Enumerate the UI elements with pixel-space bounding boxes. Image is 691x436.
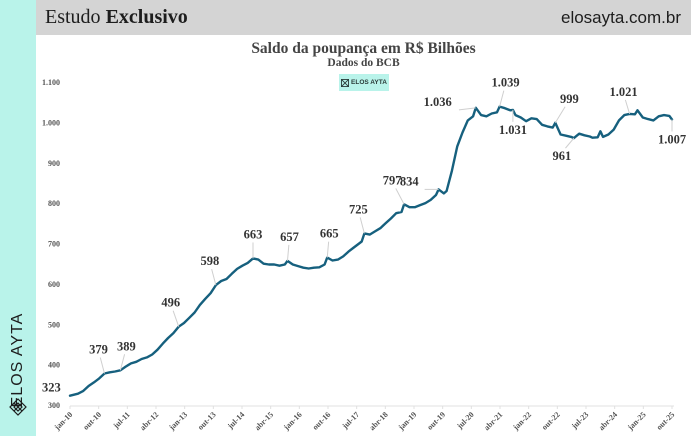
y-tick-label: 600 bbox=[48, 280, 60, 289]
data-label: 379 bbox=[89, 343, 108, 357]
brand-badge: ELOS AYTA bbox=[339, 74, 389, 91]
annotation-leader bbox=[624, 99, 631, 115]
data-label: 496 bbox=[161, 296, 180, 310]
annotation-leader bbox=[359, 217, 365, 234]
badge-label: ELOS AYTA bbox=[351, 79, 387, 86]
data-label: 598 bbox=[200, 254, 219, 268]
annotation-leader bbox=[499, 90, 505, 107]
x-tick-label: out-22 bbox=[540, 410, 562, 432]
data-label: 665 bbox=[320, 227, 339, 241]
brand-logo-icon bbox=[9, 398, 27, 416]
data-label: 797 bbox=[383, 173, 402, 187]
y-tick-label: 500 bbox=[48, 320, 60, 329]
data-label: 389 bbox=[117, 339, 136, 353]
data-label: 323 bbox=[42, 381, 61, 395]
y-tick-label: 900 bbox=[48, 159, 60, 168]
annotation-leader bbox=[395, 188, 405, 205]
data-label: 657 bbox=[280, 230, 299, 244]
data-label: 834 bbox=[400, 174, 420, 188]
x-tick-label: out-25 bbox=[655, 410, 677, 432]
annotation-leader bbox=[326, 241, 330, 258]
data-label: 663 bbox=[244, 227, 263, 241]
data-label: 1.007 bbox=[658, 133, 686, 147]
annotation-leader bbox=[119, 354, 126, 371]
data-label: 1.021 bbox=[610, 85, 638, 99]
x-tick-label: out-13 bbox=[196, 410, 218, 432]
data-label: 1.031 bbox=[499, 123, 527, 137]
x-tick-label: jan-10 bbox=[52, 410, 74, 432]
x-tick-label: jul-14 bbox=[225, 410, 246, 431]
x-tick-label: abr-24 bbox=[597, 410, 619, 432]
x-tick-label: jan-16 bbox=[281, 410, 303, 432]
x-tick-label: jul-20 bbox=[455, 410, 476, 431]
x-tick-label: jan-13 bbox=[167, 410, 189, 432]
x-tick-label: out-19 bbox=[425, 410, 447, 432]
site-link[interactable]: elosayta.com.br bbox=[561, 8, 681, 27]
y-tick-label: 1.100 bbox=[42, 78, 60, 87]
x-tick-label: jul-17 bbox=[340, 410, 361, 431]
data-label: 961 bbox=[553, 149, 572, 163]
x-tick-label: abr-21 bbox=[482, 410, 504, 432]
x-tick-label: jul-11 bbox=[111, 410, 132, 431]
x-tick-label: abr-18 bbox=[368, 410, 390, 432]
annotation-leader bbox=[554, 106, 566, 124]
title-bold: Exclusivo bbox=[105, 6, 188, 28]
x-tick-label: abr-15 bbox=[253, 410, 275, 432]
y-tick-label: 700 bbox=[48, 240, 60, 249]
x-tick-label: jul-23 bbox=[569, 410, 590, 431]
header-bar: Estudo Exclusivo elosayta.com.br bbox=[36, 0, 691, 35]
page-title: Estudo Exclusivo bbox=[45, 6, 188, 29]
annotation-leader bbox=[172, 310, 180, 327]
badge-logo-icon bbox=[341, 78, 350, 87]
y-tick-label: 300 bbox=[48, 401, 60, 410]
x-tick-label: abr-12 bbox=[138, 410, 160, 432]
y-tick-label: 1.000 bbox=[42, 118, 60, 127]
data-label: 725 bbox=[349, 202, 368, 216]
annotation-leader bbox=[565, 137, 575, 149]
x-tick-label: jan-22 bbox=[511, 410, 533, 432]
series-line bbox=[68, 105, 674, 397]
data-label: 1.036 bbox=[424, 95, 452, 109]
title-regular: Estudo bbox=[45, 6, 101, 28]
x-tick-label: jan-25 bbox=[625, 410, 647, 432]
chart-title: Saldo da poupança em R$ Bilhões bbox=[251, 40, 476, 57]
annotation-leader bbox=[286, 244, 290, 261]
data-label: 1.039 bbox=[492, 76, 520, 90]
annotation-leader bbox=[458, 107, 476, 111]
annotation-leader bbox=[211, 268, 217, 286]
annotation-leader bbox=[99, 357, 105, 374]
chart-subtitle: Dados do BCB bbox=[327, 57, 400, 69]
data-label: 999 bbox=[560, 92, 579, 106]
x-tick-label: out-16 bbox=[311, 410, 333, 432]
y-tick-label: 800 bbox=[48, 199, 60, 208]
x-tick-label: jan-19 bbox=[396, 410, 418, 432]
x-tick-label: out-10 bbox=[81, 410, 103, 432]
sidebar bbox=[0, 0, 36, 436]
y-tick-label: 400 bbox=[48, 361, 60, 370]
